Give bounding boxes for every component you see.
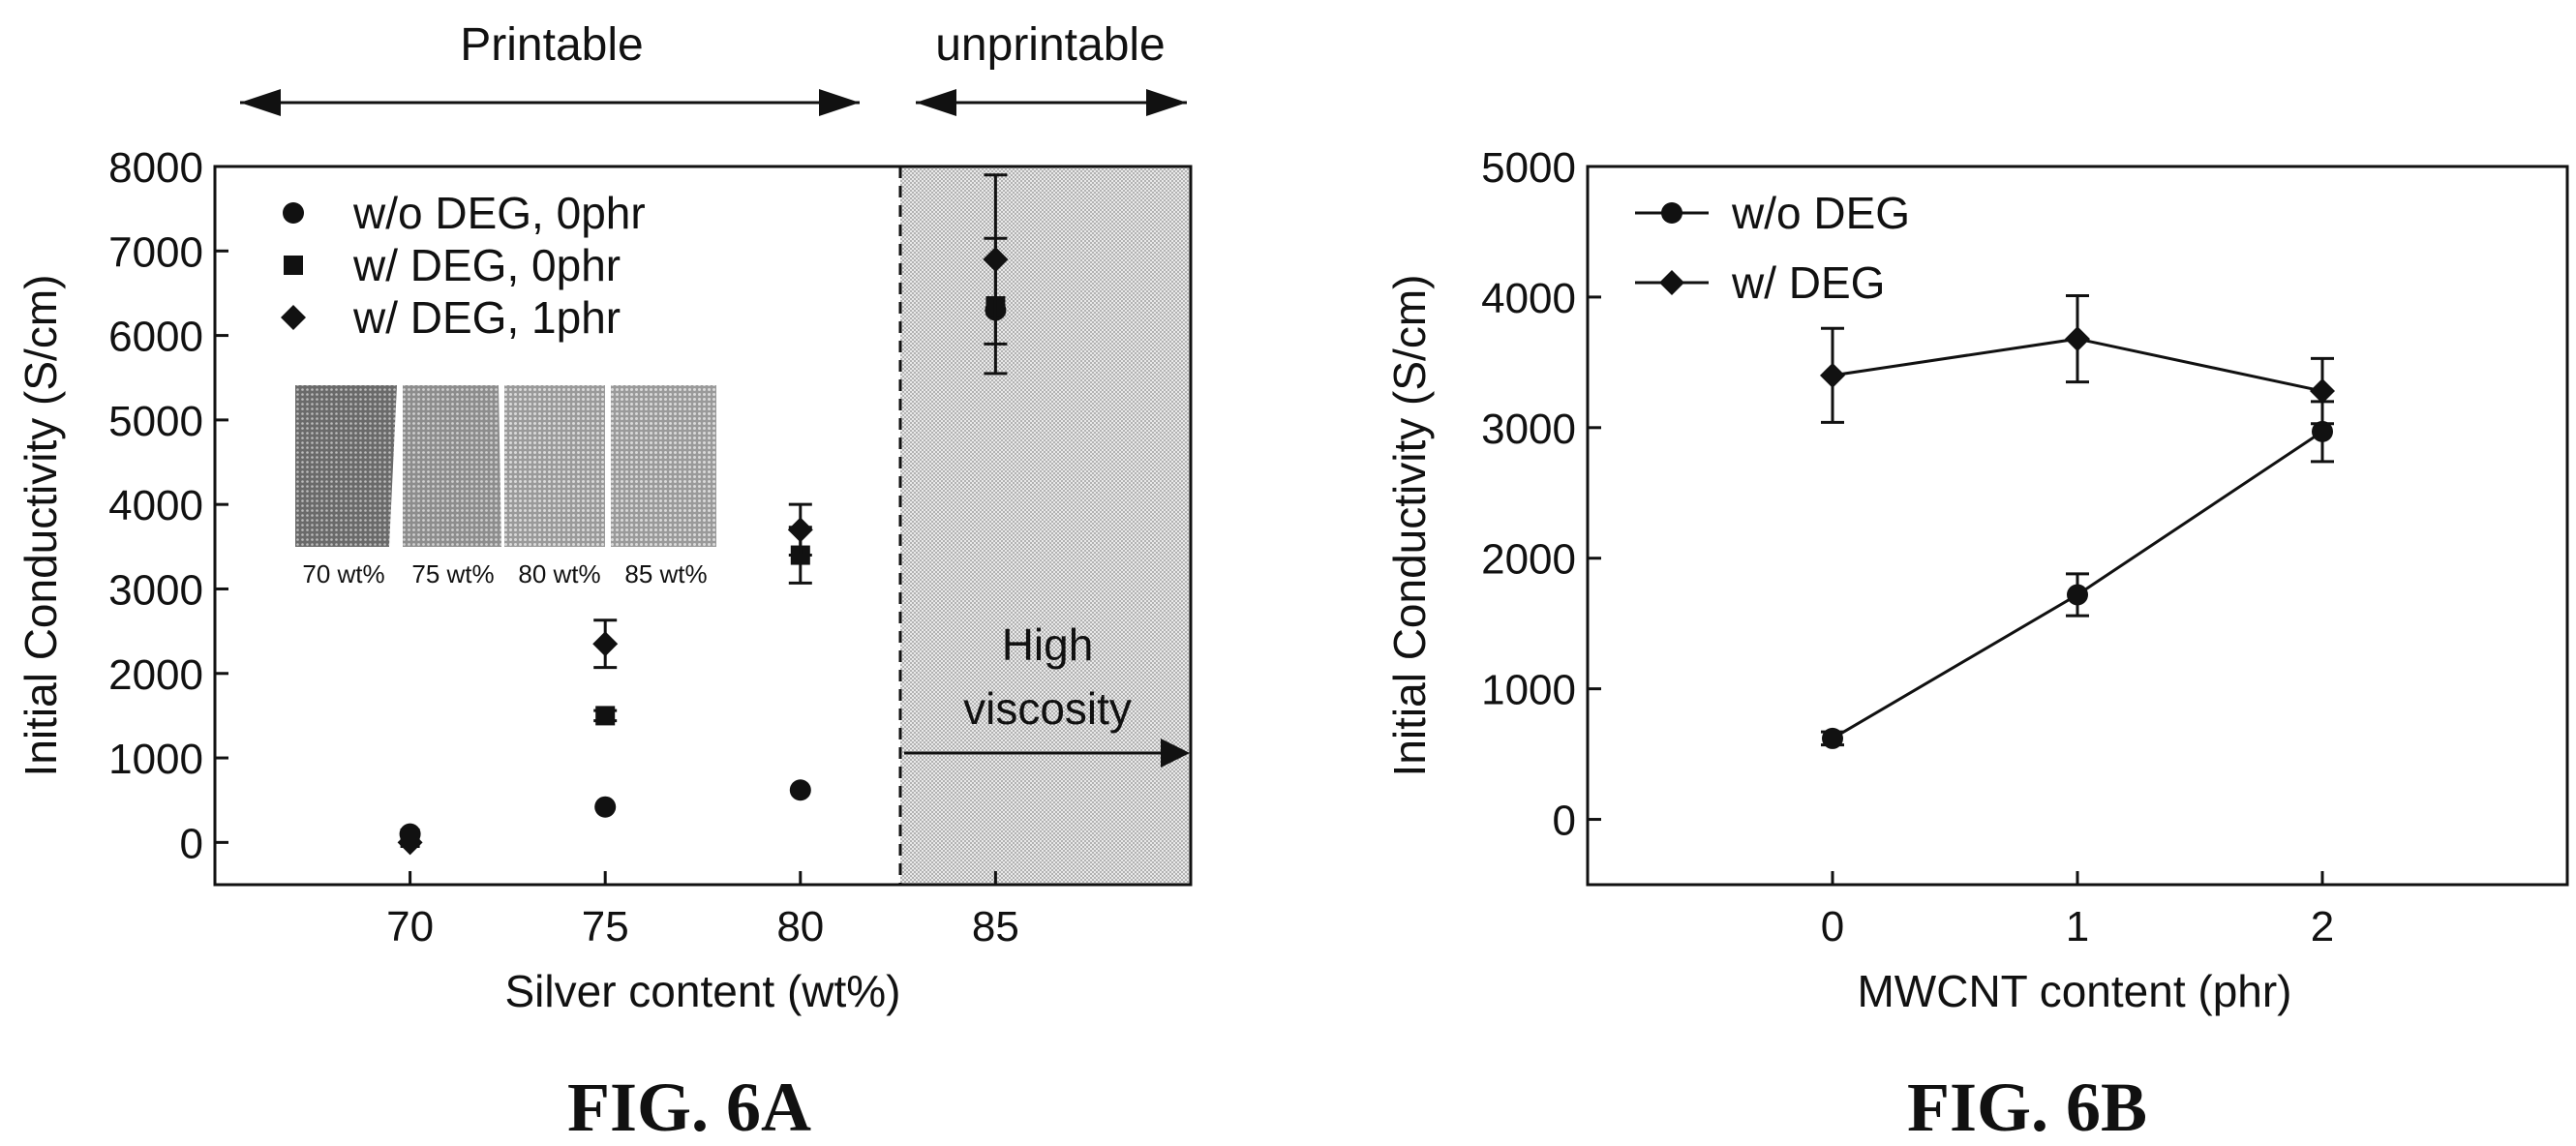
data-point [1822,727,1843,749]
y-tick-label: 4000 [108,482,203,529]
data-point [2312,420,2333,442]
x-tick-label: 70 [386,903,434,950]
plot-a-xlabel: Silver content (wt%) [504,966,900,1016]
x-tick-label: 0 [1821,903,1844,950]
data-point [2067,584,2088,606]
legend-marker [284,256,303,275]
y-tick-label: 1000 [1481,667,1576,714]
inset-photos: 70 wt% 75 wt% 80 wt% 85 wt% [295,385,716,588]
inset-label-75: 75 wt% [411,559,494,588]
plot-b-xlabel: MWCNT content (phr) [1857,966,2291,1016]
data-point [594,796,617,818]
data-point [397,829,423,856]
y-tick-label: 5000 [1481,144,1576,192]
y-tick-label: 3000 [108,566,203,614]
data-point [983,247,1009,273]
series-2 [397,173,1009,856]
x-tick-label: 2 [2311,903,2334,950]
y-tick-label: 7000 [108,228,203,276]
legend-entry: w/ DEG [1635,257,1885,308]
legend-marker [281,305,306,330]
inset-label-70: 70 wt% [302,559,384,588]
legend-marker [1659,270,1684,295]
legend-entry: w/ DEG, 1phr [281,292,621,343]
y-tick-label: 3000 [1481,406,1576,453]
data-point [595,706,616,726]
x-tick-label: 1 [2066,903,2089,950]
y-tick-label: 2000 [108,651,203,699]
high-viscosity-line-1: High [1002,619,1094,670]
legend-entry: w/ DEG, 0phr [284,240,621,290]
data-point [789,779,811,801]
series-0 [1821,400,2334,749]
data-point [1820,362,1845,388]
y-tick-label: 8000 [108,144,203,192]
region-unprintable-label: unprintable [935,19,1166,71]
y-tick-label: 1000 [108,736,203,783]
figure-6b: MWCNT content (phr) Initial Conductivity… [1384,144,2569,1146]
plot-a-frame [213,165,1193,887]
y-tick-label: 0 [1553,798,1576,845]
y-tick-label: 5000 [108,398,203,445]
plot-a-ylabel: Initial Conductivity (S/cm) [15,275,66,777]
data-point [592,631,619,657]
unprintable-arrowhead-left [916,89,956,116]
data-point [2310,378,2335,405]
inset-label-85: 85 wt% [624,559,707,588]
legend-label: w/ DEG, 0phr [352,240,621,290]
unprintable-arrowhead-right [1146,89,1187,116]
data-point [787,517,813,543]
caption-6b: FIG. 6B [1907,1069,2147,1146]
printable-arrowhead-right [819,89,860,116]
x-tick-label: 80 [776,903,824,950]
legend-label: w/ DEG, 1phr [352,292,621,343]
caption-6a: FIG. 6A [567,1069,811,1146]
unprintable-region [900,166,1191,885]
series-1 [1820,294,2335,426]
plot-b-ylabel: Initial Conductivity (S/cm) [1384,275,1435,777]
high-viscosity-line-2: viscosity [963,683,1132,734]
x-tick-label: 85 [972,903,1019,950]
inset-label-80: 80 wt% [518,559,600,588]
legend-entry: w/o DEG [1635,188,1910,238]
legend-label: w/ DEG [1731,257,1885,308]
plot-a-data: 0 1000 2000 3000 4000 5000 6000 7000 8000 70 75 80 8… [108,144,1019,950]
region-printable-label: Printable [460,19,643,71]
legend-entry: w/o DEG, 0phr [283,188,646,238]
y-tick-label: 6000 [108,314,203,361]
y-tick-label: 2000 [1481,536,1576,584]
y-tick-label: 0 [180,820,203,867]
legend-marker [283,202,304,224]
legend-label: w/o DEG [1731,188,1910,238]
y-tick-label: 4000 [1481,275,1576,322]
plot-b-data: 0 1000 2000 3000 4000 5000 0 1 2 w/o DEG w/ DEG [1481,144,2335,950]
x-tick-label: 75 [582,903,629,950]
legend-label: w/o DEG, 0phr [352,188,646,238]
legend-marker [1661,202,1682,224]
data-point [2065,326,2090,352]
printable-arrowhead-left [240,89,281,116]
figure-6a: 70 wt% 75 wt% 80 wt% 85 wt% Printable un… [15,19,1193,1146]
